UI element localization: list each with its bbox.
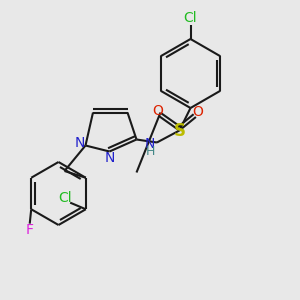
Text: S: S [173, 122, 185, 140]
Text: F: F [26, 223, 34, 237]
Text: H: H [146, 145, 155, 158]
Text: N: N [105, 151, 115, 165]
Text: N: N [75, 136, 85, 150]
Text: O: O [192, 105, 203, 118]
Text: N: N [145, 137, 155, 151]
Text: O: O [152, 104, 163, 118]
Text: Cl: Cl [184, 11, 197, 25]
Text: Cl: Cl [58, 191, 72, 205]
